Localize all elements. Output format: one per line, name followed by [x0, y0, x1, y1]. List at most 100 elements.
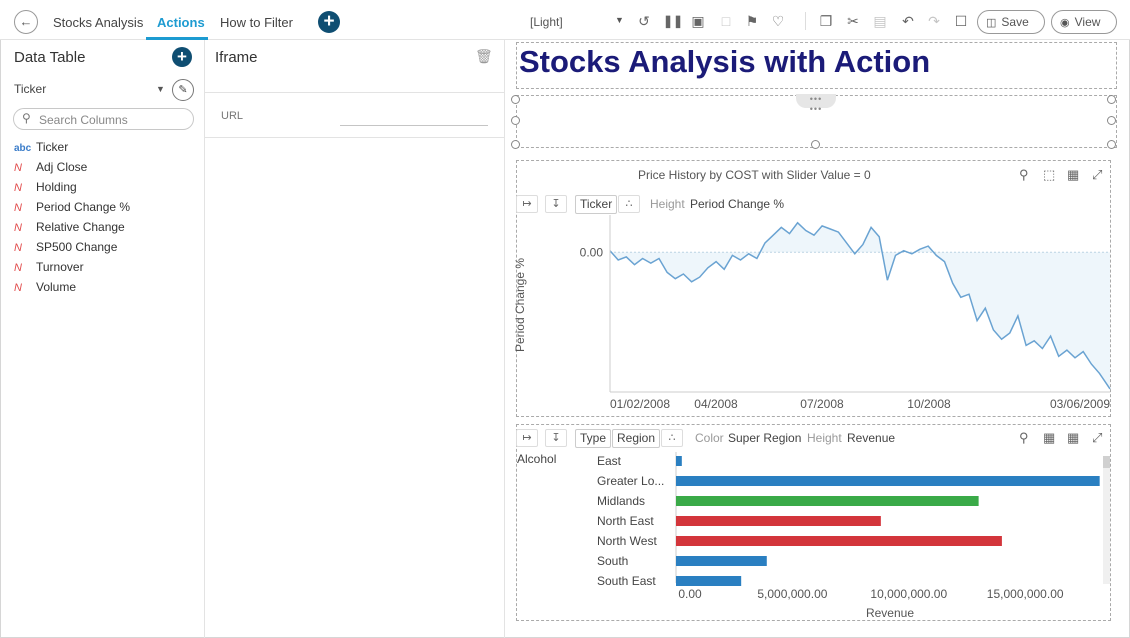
column-item[interactable]: N Adj Close	[14, 157, 199, 177]
numeric-type-icon: N	[14, 262, 22, 274]
edit-pencil-icon[interactable]: ✎	[172, 79, 194, 101]
alert-bell-icon[interactable]: ♡	[771, 13, 785, 29]
drag-grip-icon[interactable]: ••• •••	[796, 94, 836, 114]
tab-actions[interactable]: Actions	[157, 15, 205, 30]
eye-icon: ◉	[1060, 17, 1070, 29]
pause-icon[interactable]: ❚❚	[663, 14, 684, 28]
select-area-icon[interactable]: ⬚	[1043, 167, 1056, 182]
sort-down-icon[interactable]: ↧	[545, 195, 567, 213]
color-value[interactable]: Super Region	[728, 431, 802, 445]
theme-dropdown-caret-icon[interactable]: ▼	[615, 15, 624, 25]
export-excel-icon[interactable]: ▦	[1067, 167, 1080, 182]
column-item[interactable]: N Relative Change	[14, 217, 199, 237]
column-item[interactable]: N SP500 Change	[14, 237, 199, 257]
column-item[interactable]: abc Ticker	[14, 137, 199, 157]
data-table-select[interactable]: Ticker	[14, 82, 47, 96]
copy-icon[interactable]: ❐	[819, 13, 833, 29]
series-line[interactable]	[609, 221, 1111, 390]
redo-icon[interactable]: ↷	[928, 13, 940, 29]
column-item[interactable]: N Period Change %	[14, 197, 199, 217]
trash-icon[interactable]: 🗑	[475, 48, 493, 64]
bar-chart-panel[interactable]	[516, 424, 1111, 621]
bar-chart-scrollbar[interactable]	[1103, 456, 1110, 584]
x-tick-label: 07/2008	[800, 397, 844, 411]
back-arrow-icon[interactable]: ←	[14, 10, 38, 34]
bar[interactable]	[676, 516, 881, 526]
bar-category-label: Midlands	[597, 494, 645, 508]
column-item[interactable]: N Holding	[14, 177, 199, 197]
x-tick-label: 15,000,000.00	[987, 587, 1064, 601]
cut-icon[interactable]: ✂	[847, 13, 859, 29]
pdf-icon[interactable]: □	[721, 13, 731, 29]
resize-handle[interactable]	[511, 95, 520, 104]
search-columns-box[interactable]: ⚲	[13, 108, 194, 130]
type-tag[interactable]: Type	[575, 429, 612, 448]
bar[interactable]	[676, 556, 767, 566]
sort-right-icon[interactable]: ↦	[516, 429, 538, 447]
search-icon[interactable]: ⚲	[1019, 167, 1029, 182]
snapshot-icon[interactable]: ▣	[691, 13, 705, 29]
top-toolbar: ← Stocks Analysis Actions How to Filter …	[0, 0, 1130, 40]
view-button[interactable]: ◉ View	[1051, 10, 1117, 34]
line-chart-panel[interactable]	[516, 160, 1111, 417]
bar[interactable]	[676, 536, 1002, 546]
bar[interactable]	[676, 456, 682, 466]
bar-chart-scroll-thumb[interactable]	[1103, 456, 1110, 468]
add-tab-plus-icon[interactable]: +	[318, 11, 340, 33]
category-group-label: Alcohol	[517, 452, 556, 466]
sort-down-icon[interactable]: ↧	[545, 429, 567, 447]
column-name: Turnover	[36, 260, 84, 274]
bar-category-label: South	[597, 554, 628, 568]
height-value[interactable]: Period Change %	[690, 197, 785, 211]
table-view-icon[interactable]: ▦	[1067, 430, 1080, 445]
resize-handle[interactable]	[511, 116, 520, 125]
refresh-icon[interactable]: ↺	[638, 13, 650, 29]
add-scatter-icon[interactable]: ∴	[618, 195, 640, 213]
height-label: Height	[807, 431, 842, 445]
resize-handle[interactable]	[811, 140, 820, 149]
theme-selector[interactable]: [Light]	[530, 15, 563, 29]
column-name: Adj Close	[36, 160, 88, 174]
bar[interactable]	[676, 476, 1100, 486]
bar[interactable]	[676, 576, 742, 586]
paste-icon[interactable]: ▤	[873, 13, 887, 29]
ticker-tag[interactable]: Ticker	[575, 195, 618, 214]
y-tick-label: 0.00	[580, 245, 604, 259]
column-name: Volume	[36, 280, 77, 294]
resize-handle[interactable]	[1107, 95, 1116, 104]
dashboard-title-panel[interactable]: Stocks Analysis with Action	[516, 42, 1117, 89]
bar[interactable]	[676, 496, 979, 506]
numeric-type-icon: N	[14, 182, 22, 194]
bookmark-icon[interactable]: ⚑	[745, 13, 759, 29]
save-button[interactable]: ◫ Save	[977, 10, 1045, 34]
bar-category-label: North East	[597, 514, 654, 528]
expand-icon[interactable]: ⤢	[1092, 430, 1103, 445]
column-item[interactable]: N Volume	[14, 277, 199, 297]
divider	[205, 137, 505, 138]
x-tick-label: 0.00	[678, 587, 702, 601]
resize-handle[interactable]	[511, 140, 520, 149]
resize-handle[interactable]	[1107, 140, 1116, 149]
region-tag[interactable]: Region	[612, 429, 661, 448]
numeric-type-icon: N	[14, 282, 22, 294]
column-item[interactable]: N Turnover	[14, 257, 199, 277]
add-scatter-icon[interactable]: ∴	[661, 429, 683, 447]
x-tick-label: 10,000,000.00	[870, 587, 947, 601]
tab-stocks-analysis[interactable]: Stocks Analysis	[53, 15, 144, 30]
undo-icon[interactable]: ↶	[902, 13, 914, 29]
sort-right-icon[interactable]: ↦	[516, 195, 538, 213]
divider	[205, 92, 505, 93]
resize-handle[interactable]	[1107, 116, 1116, 125]
save-icon: ◫	[986, 17, 997, 29]
tab-how-to-filter[interactable]: How to Filter	[220, 15, 293, 30]
comment-icon[interactable]: ☐	[954, 13, 968, 29]
data-table-dropdown-caret-icon[interactable]: ▼	[156, 84, 165, 94]
add-data-table-plus-icon[interactable]: +	[172, 47, 192, 67]
view-label: View	[1074, 15, 1101, 29]
url-input[interactable]	[340, 108, 488, 126]
expand-icon[interactable]: ⤢	[1092, 167, 1103, 182]
height-value[interactable]: Revenue	[847, 431, 896, 445]
export-excel-icon[interactable]: ▦	[1043, 430, 1056, 445]
search-icon[interactable]: ⚲	[1019, 430, 1029, 445]
search-columns-input[interactable]	[39, 112, 189, 127]
